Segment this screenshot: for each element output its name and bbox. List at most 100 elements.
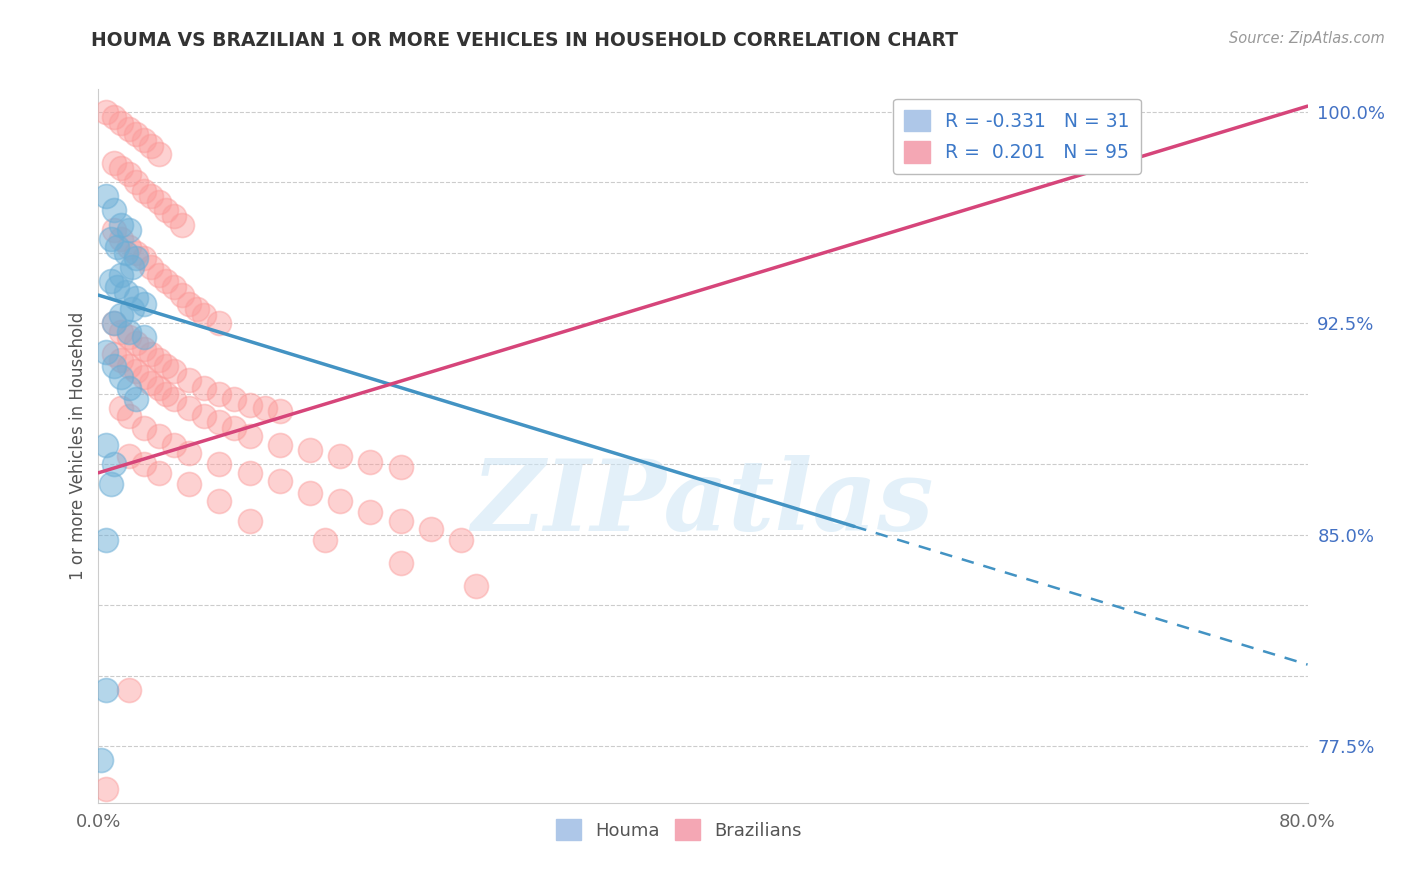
Point [94,189,117,203]
Point [118,330,141,344]
Point [118,683,141,698]
Point [132,184,155,198]
Point [105,279,128,293]
Point [179,446,201,460]
Point [155,274,177,288]
Text: Source: ZipAtlas.com: Source: ZipAtlas.com [1229,31,1385,46]
Point [125,175,148,189]
Point [148,147,170,161]
Point [132,420,155,434]
Point [110,308,132,322]
Point [94,683,117,698]
Point [110,116,132,130]
Point [103,155,125,169]
Point [118,167,141,181]
Point [155,387,177,401]
Point [269,437,291,451]
Point [269,475,291,489]
Point [132,133,155,147]
Point [103,458,125,472]
Point [94,533,117,548]
Point [465,579,488,593]
Point [90,754,112,768]
Point [141,260,163,274]
Point [100,477,122,491]
Point [163,209,186,223]
Point [141,138,163,153]
Point [103,203,125,218]
Point [389,514,412,528]
Point [239,514,262,528]
Point [118,240,141,254]
Point [193,409,215,424]
Point [208,458,231,472]
Point [179,296,201,310]
Point [148,194,170,209]
Y-axis label: 1 or more Vehicles in Household: 1 or more Vehicles in Household [69,312,87,580]
Point [208,494,231,508]
Point [132,330,155,344]
Point [163,279,186,293]
Point [224,392,246,407]
Point [253,401,276,415]
Point [105,240,128,254]
Point [103,347,125,361]
Point [118,121,141,136]
Point [94,437,117,451]
Point [114,245,136,260]
Point [132,296,155,310]
Point [110,401,132,415]
Point [170,288,193,302]
Point [208,415,231,429]
Point [179,477,201,491]
Point [121,302,143,317]
Point [269,403,291,417]
Point [110,161,132,176]
Point [450,533,472,548]
Point [125,128,148,142]
Point [125,252,148,266]
Point [110,370,132,384]
Point [163,392,186,407]
Point [389,556,412,570]
Point [239,466,262,480]
Point [94,104,117,119]
Point [103,359,125,373]
Point [141,376,163,390]
Point [94,781,117,796]
Point [155,359,177,373]
Point [299,443,322,458]
Point [193,381,215,395]
Point [125,392,148,407]
Point [141,347,163,361]
Point [100,274,122,288]
Point [103,316,125,330]
Point [299,485,322,500]
Point [360,505,382,519]
Point [118,359,141,373]
Point [314,533,336,548]
Point [148,381,170,395]
Point [118,449,141,463]
Point [179,373,201,387]
Point [239,429,262,443]
Point [121,260,143,274]
Point [110,232,132,246]
Point [179,401,201,415]
Point [329,449,352,463]
Point [360,454,382,468]
Point [110,353,132,368]
Point [103,223,125,237]
Point [125,336,148,351]
Point [170,218,193,232]
Point [125,245,148,260]
Point [118,223,141,237]
Point [239,398,262,412]
Point [141,189,163,203]
Point [155,203,177,218]
Point [132,370,155,384]
Text: HOUMA VS BRAZILIAN 1 OR MORE VEHICLES IN HOUSEHOLD CORRELATION CHART: HOUMA VS BRAZILIAN 1 OR MORE VEHICLES IN… [91,31,959,50]
Point [208,387,231,401]
Point [118,409,141,424]
Point [208,316,231,330]
